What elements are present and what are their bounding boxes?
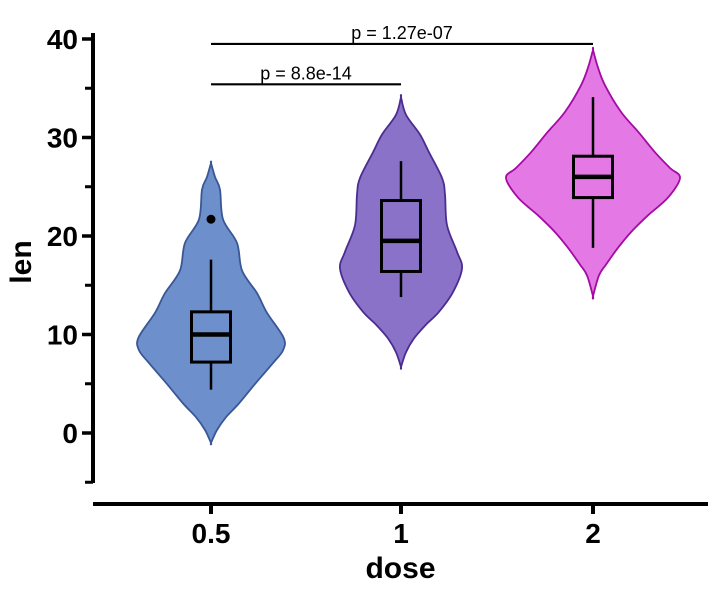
- pvalue-label-0: p = 8.8e-14: [260, 63, 352, 83]
- x-axis-title: dose: [365, 552, 435, 585]
- outlier-dot-dose-0.5: [206, 214, 216, 224]
- box-dose-0.5: [190, 310, 232, 364]
- y-tick-label-10: 10: [47, 320, 78, 351]
- box-dose-1: [380, 199, 422, 273]
- violin-dose-2: [505, 46, 681, 300]
- y-tick-label-40: 40: [47, 24, 78, 55]
- x-tick-label-1: 1: [393, 518, 409, 549]
- pvalue-label-1: p = 1.27e-07: [351, 23, 453, 43]
- x-tick-label-2: 2: [585, 518, 601, 549]
- x-tick-label-0.5: 0.5: [192, 518, 231, 549]
- y-tick-label-30: 30: [47, 123, 78, 154]
- y-axis-title: len: [5, 240, 38, 283]
- y-tick-label-0: 0: [62, 418, 78, 449]
- violin-dose-1: [339, 94, 463, 370]
- y-tick-label-20: 20: [47, 221, 78, 252]
